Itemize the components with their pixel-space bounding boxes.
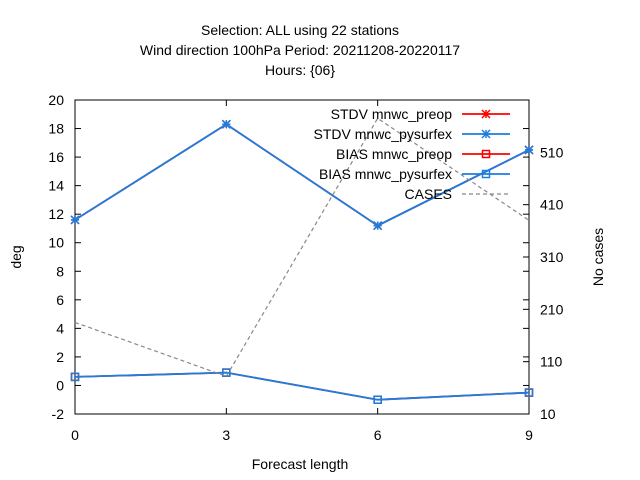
data-point (524, 388, 534, 397)
series-line (74, 371, 530, 401)
legend-marker (481, 169, 491, 179)
data-point (222, 368, 231, 377)
x-axis-label: Forecast length (252, 456, 349, 472)
x-tick-label: 9 (525, 427, 533, 443)
series-cases (74, 117, 530, 378)
series-line (74, 123, 530, 227)
y2-tick-label: 110 (540, 354, 563, 370)
y-tick-label: 2 (56, 349, 64, 365)
y2-tick-label: 510 (540, 144, 564, 160)
y-tick-label: 20 (48, 92, 64, 108)
y-tick-label: 6 (56, 292, 64, 308)
x-tick-label: 0 (71, 427, 79, 443)
y2-tick-label: 10 (540, 406, 556, 422)
data-point (373, 395, 382, 404)
series-lines (70, 117, 534, 404)
x-tick-label: 6 (374, 427, 382, 443)
series-line (74, 117, 530, 378)
series-stdv-mnwc_pysurfex (70, 119, 534, 231)
title-line: Selection: ALL using 22 stations (201, 22, 399, 38)
chart-title: Selection: ALL using 22 stations Wind dir… (140, 22, 460, 78)
x-tick-label: 3 (222, 427, 230, 443)
legend-marker (481, 149, 491, 159)
y2-tick-label: 210 (540, 301, 564, 317)
y-axis-label: deg (8, 245, 24, 268)
y-tick-label: 18 (48, 121, 64, 137)
plot-frame (74, 99, 530, 415)
y-tick-label: 8 (56, 263, 64, 279)
axis-ticks: -2 0 2 4 6 8 10 12 14 16 18 20 0 3 6 9 10 110 210 310 410 510 (48, 92, 563, 443)
y-tick-label: 0 (56, 377, 64, 393)
y-tick-label: 16 (48, 149, 64, 165)
y-tick-label: 12 (48, 206, 64, 222)
y2-tick-label: 410 (540, 197, 564, 213)
legend: STDV mnwc_preop STDV mnwc_pysurfex BIAS mn… (314, 106, 510, 202)
y-tick-label: 14 (48, 178, 64, 194)
title-line: Wind direction 100hPa Period: 20211208-2… (140, 42, 460, 58)
y-tick-label: -2 (52, 406, 65, 422)
legend-label: BIAS mnwc_preop (336, 146, 452, 162)
series-bias-mnwc_pysurfex (70, 368, 534, 404)
y2-tick-label: 310 (540, 249, 564, 265)
legend-label: CASES (405, 186, 452, 202)
legend-label: STDV mnwc_preop (331, 106, 453, 122)
y-tick-label: 4 (56, 320, 64, 336)
legend-label: STDV mnwc_pysurfex (314, 126, 452, 142)
data-point (70, 372, 80, 382)
y2-axis-label: No cases (590, 228, 606, 286)
legend-label: BIAS mnwc_pysurfex (319, 166, 452, 182)
title-line: Hours: {06} (265, 62, 335, 78)
y-tick-label: 10 (48, 235, 64, 251)
